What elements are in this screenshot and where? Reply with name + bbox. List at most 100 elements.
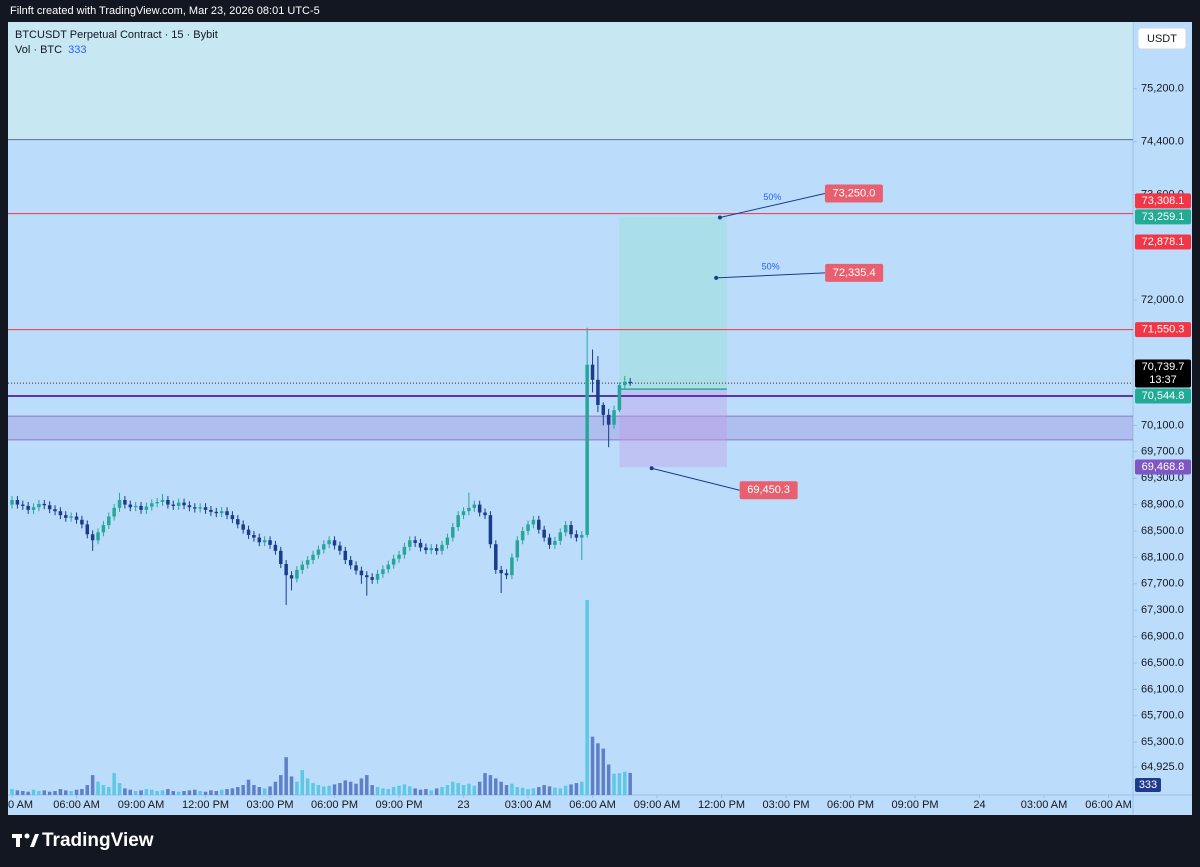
x-tick-label: 12:00 PM <box>182 799 229 811</box>
plot-area <box>8 22 1133 795</box>
candle-body <box>117 499 122 508</box>
volume-bar <box>472 785 477 795</box>
candle-body <box>128 504 133 508</box>
price-tag-label: 71,550.3 <box>1142 324 1185 336</box>
volume-bar <box>144 789 149 795</box>
candle-body <box>101 525 106 533</box>
volume-bar <box>359 778 364 795</box>
volume-bar <box>558 788 563 795</box>
volume-bar <box>107 787 111 795</box>
candle-body <box>343 550 348 561</box>
volume-bar <box>85 785 90 795</box>
volume-bar <box>547 786 552 795</box>
annotation-point <box>649 466 654 471</box>
volume-bar <box>316 785 321 795</box>
volume-bar <box>580 781 584 795</box>
y-tick-label: 75,200.0 <box>1141 83 1184 95</box>
candle-body <box>365 575 369 578</box>
volume-bar <box>241 785 245 795</box>
candle-body <box>408 540 412 547</box>
volume-bar <box>90 775 95 795</box>
volume-bar <box>477 781 482 795</box>
candle-body <box>381 569 385 574</box>
candle-body <box>182 502 186 506</box>
candle-body <box>601 404 606 415</box>
candle-body <box>26 505 30 510</box>
x-tick-label: 06:00 PM <box>311 799 358 811</box>
candle-body <box>284 563 288 576</box>
volume-bar <box>408 786 412 795</box>
volume-bar <box>332 784 337 795</box>
price-tag <box>1135 388 1191 404</box>
volume-bar <box>327 785 331 795</box>
volume-bar <box>628 772 632 795</box>
volume-bar <box>236 787 240 795</box>
y-tick-label: 64,925.0 <box>1141 761 1184 773</box>
volume-bar <box>391 787 396 795</box>
candle-body <box>596 379 600 405</box>
volume-bar <box>182 791 186 795</box>
candle-body <box>429 548 434 551</box>
volume-bar <box>585 600 589 795</box>
volume-bar <box>203 791 208 795</box>
volume-tag-label: 333 <box>1139 779 1157 791</box>
volume-bar <box>375 787 380 795</box>
candle-body <box>461 511 466 516</box>
candle-body <box>391 558 396 565</box>
candle-body <box>322 544 326 550</box>
volume-bar <box>37 791 41 795</box>
candle-body <box>451 527 455 538</box>
annotation-label: 69,450.3 <box>747 484 790 496</box>
candle-body <box>311 554 315 561</box>
currency-label[interactable]: USDT <box>1147 33 1177 45</box>
x-tick-label: 24 <box>973 799 985 811</box>
chart-background <box>8 22 1192 815</box>
price-tag-label: 73,259.1 <box>1142 211 1185 223</box>
currency-button[interactable] <box>1137 27 1187 50</box>
candle-body <box>21 504 25 506</box>
candle-body <box>123 499 127 505</box>
volume-tag <box>1135 778 1161 792</box>
volume-bar <box>440 787 444 795</box>
volume-legend-value[interactable]: 333 <box>68 44 86 56</box>
candle-body <box>606 414 611 425</box>
volume-bar <box>160 790 165 795</box>
candle-body <box>262 540 267 543</box>
candle-body <box>279 550 283 564</box>
annotation-note: 50% <box>763 192 781 202</box>
x-tick-label: 09:00 PM <box>891 799 938 811</box>
volume-bar <box>69 791 73 795</box>
candle-body <box>257 537 262 543</box>
y-tick-label: 66,900.0 <box>1141 631 1184 643</box>
candle-body <box>456 515 460 528</box>
volume-bar <box>365 775 369 795</box>
candle-body <box>139 505 143 510</box>
candle-body <box>187 505 192 508</box>
volume-bar <box>252 785 256 795</box>
annotation-label: 73,250.0 <box>833 187 876 199</box>
candle-body <box>295 569 299 579</box>
price-tag <box>1135 459 1191 475</box>
candle-body <box>424 547 428 551</box>
x-tick-label: 06:00 AM <box>569 799 615 811</box>
candle-body <box>590 364 595 380</box>
candle-body <box>531 519 536 525</box>
volume-bar <box>494 778 498 795</box>
candle-body <box>42 503 47 506</box>
price-tag <box>1135 193 1191 209</box>
volume-bar <box>225 789 229 795</box>
x-tick-label: 12:00 PM <box>698 799 745 811</box>
candle-body <box>472 504 477 508</box>
volume-bar <box>381 788 385 795</box>
volume-bar <box>31 789 36 795</box>
volume-bar <box>590 736 595 795</box>
volume-bar <box>569 784 573 795</box>
volume-bar <box>526 789 530 795</box>
candle-body <box>236 519 240 525</box>
candle-body <box>166 499 170 505</box>
price-tag-label: 70,544.8 <box>1142 390 1185 402</box>
annotation-note: 50% <box>762 262 780 272</box>
volume-bar <box>262 788 267 795</box>
candle-body <box>85 524 90 535</box>
annotation-point <box>714 275 719 280</box>
